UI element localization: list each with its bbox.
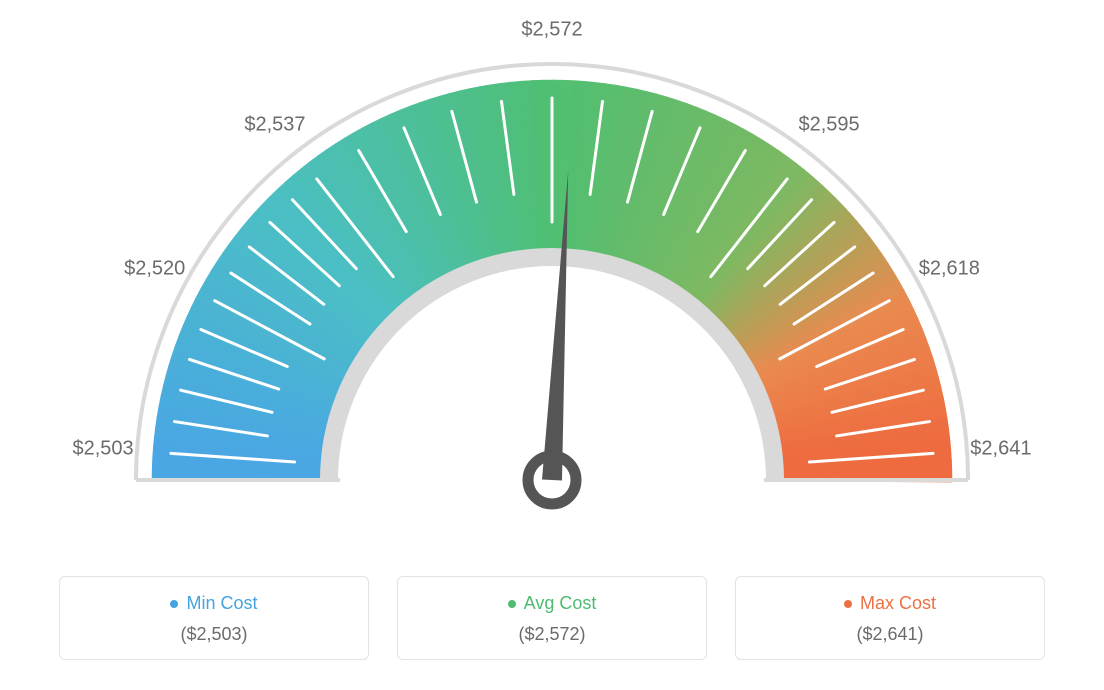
gauge-tick-label: $2,595 <box>798 114 859 137</box>
gauge-tick-label: $2,537 <box>244 114 305 137</box>
legend-card-min: Min Cost ($2,503) <box>59 576 369 660</box>
legend-dot-min <box>170 600 178 608</box>
legend-label-max: Max Cost <box>860 593 936 614</box>
gauge-chart: $2,503 $2,520 $2,537 $2,572 $2,595 $2,618 $2,6… <box>0 0 1104 560</box>
legend-value-avg: ($2,572) <box>408 624 696 645</box>
legend-label-min: Min Cost <box>186 593 257 614</box>
legend-label-avg: Avg Cost <box>524 593 597 614</box>
gauge-tick-label: $2,618 <box>919 257 980 280</box>
legend-card-max: Max Cost ($2,641) <box>735 576 1045 660</box>
legend-row: Min Cost ($2,503) Avg Cost ($2,572) Max … <box>0 576 1104 660</box>
legend-value-min: ($2,503) <box>70 624 358 645</box>
legend-card-avg: Avg Cost ($2,572) <box>397 576 707 660</box>
gauge-tick-label: $2,503 <box>73 437 134 460</box>
legend-dot-max <box>844 600 852 608</box>
gauge-tick-label: $2,520 <box>124 257 185 280</box>
legend-dot-avg <box>508 600 516 608</box>
legend-title-max: Max Cost <box>746 593 1034 614</box>
legend-title-avg: Avg Cost <box>408 593 696 614</box>
legend-value-max: ($2,641) <box>746 624 1034 645</box>
legend-title-min: Min Cost <box>70 593 358 614</box>
gauge-tick-label: $2,572 <box>521 19 582 42</box>
gauge-tick-label: $2,641 <box>970 437 1031 460</box>
